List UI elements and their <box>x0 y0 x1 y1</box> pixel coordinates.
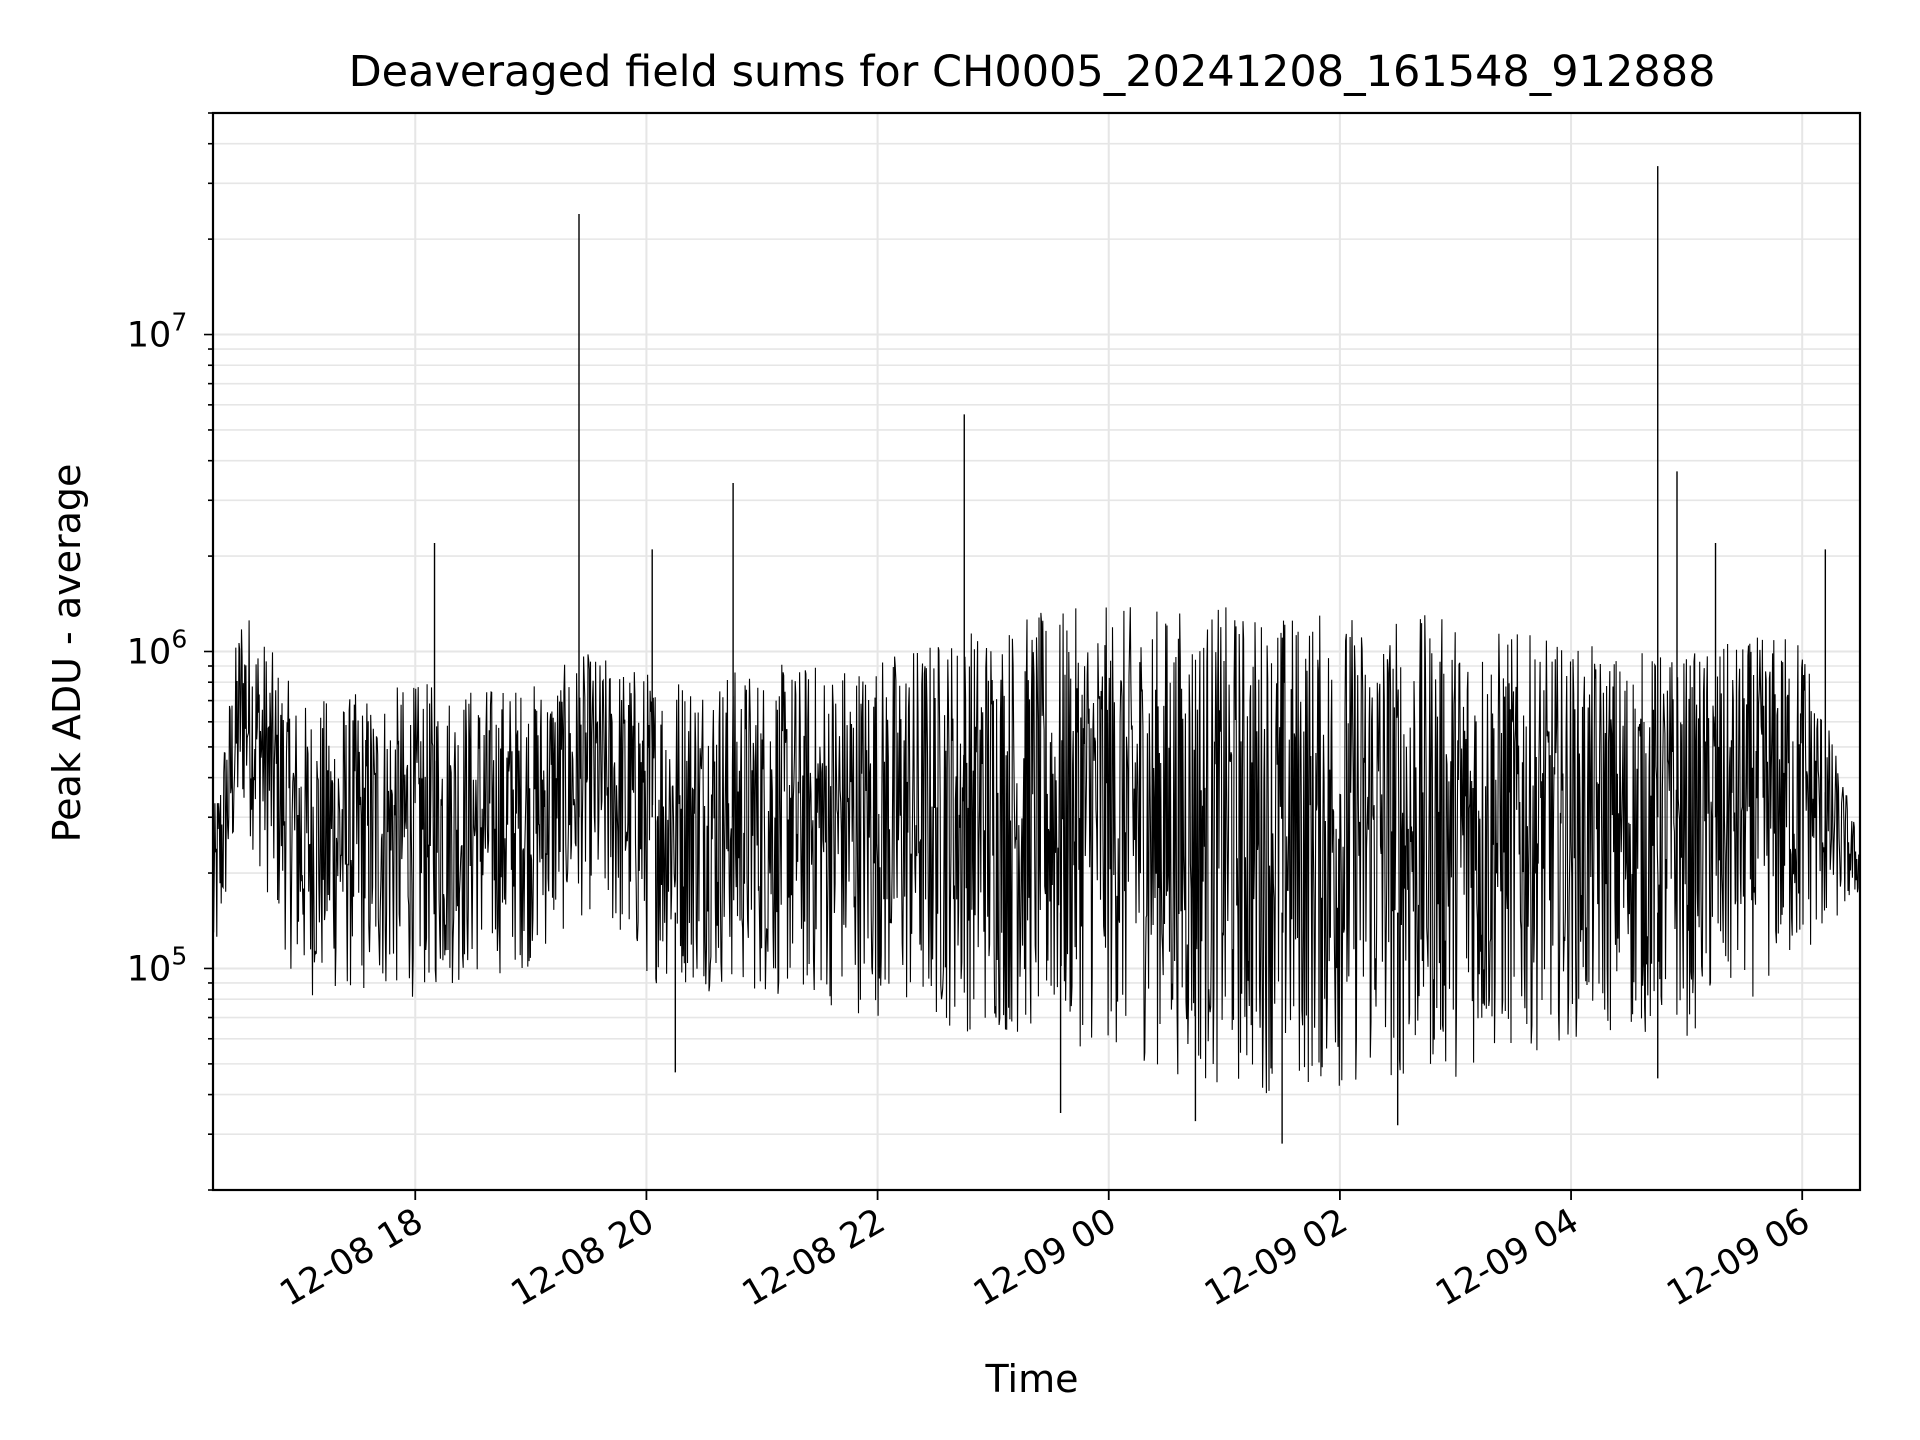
y-axis-label: Peak ADU - average <box>45 464 89 843</box>
y-tick-label: 105 <box>127 941 187 989</box>
chart-title: Deaveraged field sums for CH0005_2024120… <box>349 47 1716 97</box>
data-series <box>212 166 1861 1144</box>
y-tick-label: 106 <box>127 625 187 673</box>
x-axis-label: Time <box>985 1357 1079 1401</box>
series-line <box>212 607 1861 1094</box>
y-tick-label: 107 <box>127 308 187 356</box>
